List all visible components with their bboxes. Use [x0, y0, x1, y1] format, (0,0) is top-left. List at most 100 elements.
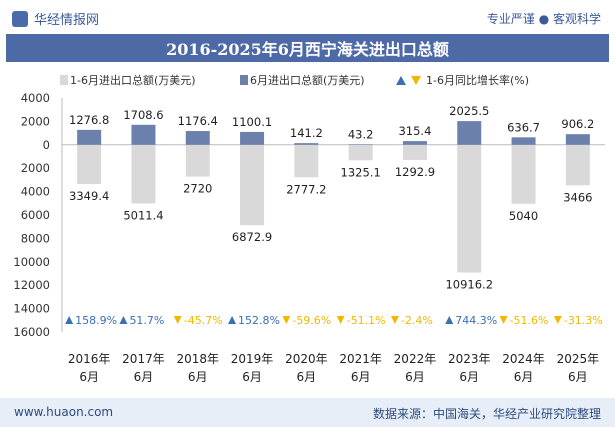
- bar-label-monthly: 141.2: [290, 126, 323, 140]
- x-tick-label-year: 2018年: [176, 352, 219, 366]
- bar-cumulative: [402, 144, 427, 160]
- bar-label-monthly: 906.2: [561, 117, 594, 131]
- brand-name: 华经情报网: [34, 13, 100, 28]
- growth-label: 158.9%: [75, 314, 117, 327]
- bar-cumulative: [348, 144, 373, 161]
- growth-down-icon: [173, 316, 182, 324]
- chart-svg: 1-6月进出口总额(万美元) 6月进出口总额(万美元) 1-6月同比增长率(%) 4…: [13, 73, 605, 384]
- bar-monthly: [511, 137, 536, 145]
- bar-cumulative: [294, 144, 319, 178]
- bars: 3349.4 1276.8 5011.4 1708.6 2720 1176.4 6872.9…: [69, 104, 594, 291]
- x-axis: 2016年 6月 2017年 6月 2018年 6月 2019年 6月 2020年 6月 2021年…: [68, 352, 599, 384]
- bar-monthly: [402, 141, 427, 145]
- x-tick-label-month: 6月: [568, 370, 588, 384]
- legend-label-cumulative: 1-6月进出口总额(万美元): [70, 73, 196, 87]
- y-tick-label: 6000: [21, 208, 50, 222]
- bar-cumulative: [565, 144, 590, 186]
- x-tick-label-year: 2020年: [285, 352, 328, 366]
- footer-source: 数据来源：中国海关，华经产业研究院整理: [372, 407, 601, 421]
- legend-swatch-cumulative: [60, 75, 68, 85]
- growth-label: 51.7%: [129, 314, 164, 327]
- x-tick-label-year: 2024年: [502, 352, 545, 366]
- bar-cumulative: [511, 144, 536, 204]
- bar-cumulative: [240, 144, 265, 226]
- title-bar: 2016-2025年6月西宁海关进出口总额: [6, 34, 609, 62]
- y-tick-label: 4000: [21, 185, 50, 199]
- bar-cumulative: [77, 144, 102, 184]
- growth-label: -2.4%: [401, 314, 433, 327]
- y-tick-label: 0: [43, 138, 50, 152]
- bar-label-cumulative: 1325.1: [341, 165, 381, 179]
- x-tick-label-month: 6月: [242, 370, 262, 384]
- legend: 1-6月进出口总额(万美元) 6月进出口总额(万美元) 1-6月同比增长率(%): [60, 73, 529, 87]
- x-tick-label-month: 6月: [79, 370, 99, 384]
- bar-label-monthly: 2025.5: [449, 104, 489, 118]
- bar-label-monthly: 636.7: [507, 120, 540, 134]
- x-tick-label-month: 6月: [134, 370, 154, 384]
- y-tick-label: 14000: [13, 302, 50, 316]
- growth-labels: 158.9% 51.7% -45.7% 152.8% -59.6% -51.1% -2.4%…: [65, 314, 603, 327]
- x-tick-label-month: 6月: [297, 370, 317, 384]
- growth-down-icon: [553, 316, 562, 324]
- bar-label-monthly: 1176.4: [178, 114, 218, 128]
- bar-label-cumulative: 3349.4: [69, 189, 109, 203]
- bar-label-cumulative: 6872.9: [232, 230, 272, 244]
- y-tick-label: 2000: [21, 161, 50, 175]
- y-tick-label: 16000: [13, 325, 50, 339]
- x-tick-label-year: 2023年: [448, 352, 491, 366]
- growth-label: 152.8%: [238, 314, 280, 327]
- bar-monthly: [131, 124, 156, 145]
- growth-label: -59.6%: [292, 314, 331, 327]
- legend-down-triangle-icon: [411, 76, 421, 85]
- y-tick-label: 10000: [13, 255, 50, 269]
- bar-monthly: [565, 134, 590, 145]
- x-tick-label-year: 2021年: [339, 352, 382, 366]
- x-tick-label-year: 2019年: [231, 352, 274, 366]
- top-bar: 华经情报网 专业严谨 ● 客观科学: [0, 0, 615, 34]
- x-tick-label-month: 6月: [351, 370, 371, 384]
- growth-up-icon: [445, 316, 454, 324]
- bar-label-cumulative: 5040: [509, 209, 538, 223]
- bar-label-monthly: 1708.6: [123, 108, 163, 122]
- bar-label-cumulative: 10916.2: [445, 278, 493, 292]
- growth-label: -51.6%: [510, 314, 549, 327]
- growth-down-icon: [282, 316, 291, 324]
- growth-up-icon: [65, 316, 74, 324]
- growth-label: -51.1%: [347, 314, 386, 327]
- growth-label: -45.7%: [184, 314, 223, 327]
- x-tick-label-year: 2025年: [557, 352, 600, 366]
- x-tick-label-month: 6月: [459, 370, 479, 384]
- bar-monthly: [294, 143, 319, 145]
- x-tick-label-month: 6月: [188, 370, 208, 384]
- bar-monthly: [457, 121, 482, 145]
- y-tick-label: 12000: [13, 278, 50, 292]
- bar-monthly: [240, 131, 265, 145]
- chart-title: 2016-2025年6月西宁海关进出口总额: [166, 40, 449, 59]
- bar-label-cumulative: 5011.4: [123, 208, 163, 222]
- brand-logo: 华经情报网: [12, 9, 99, 28]
- growth-down-icon: [336, 316, 345, 324]
- bar-cumulative: [457, 144, 482, 273]
- bar-cumulative: [185, 144, 210, 177]
- x-tick-label-year: 2022年: [394, 352, 437, 366]
- bar-monthly: [77, 129, 102, 145]
- y-tick-label: 8000: [21, 231, 50, 245]
- bar-cumulative: [131, 144, 156, 204]
- footer: www.huaon.com 数据来源：中国海关，华经产业研究院整理: [0, 398, 615, 427]
- growth-label: -31.3%: [564, 314, 603, 327]
- bar-monthly: [348, 144, 373, 145]
- legend-up-triangle-icon: [396, 76, 406, 85]
- x-tick-label-year: 2016年: [68, 352, 111, 366]
- bar-monthly: [185, 131, 210, 145]
- x-tick-label-year: 2017年: [122, 352, 165, 366]
- brand-icon: [12, 10, 28, 27]
- legend-swatch-monthly: [240, 75, 248, 85]
- growth-label: 744.3%: [455, 314, 497, 327]
- y-tick-label: 2000: [21, 114, 50, 128]
- bar-label-monthly: 43.2: [348, 127, 374, 141]
- legend-label-growth: 1-6月同比增长率(%): [426, 73, 529, 87]
- bar-label-cumulative: 3466: [563, 190, 592, 204]
- growth-down-icon: [390, 316, 399, 324]
- bar-label-monthly: 315.4: [398, 124, 431, 138]
